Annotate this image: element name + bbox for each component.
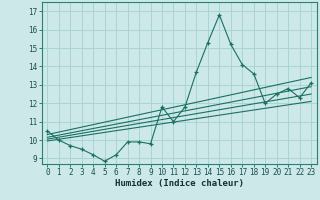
X-axis label: Humidex (Indice chaleur): Humidex (Indice chaleur)	[115, 179, 244, 188]
